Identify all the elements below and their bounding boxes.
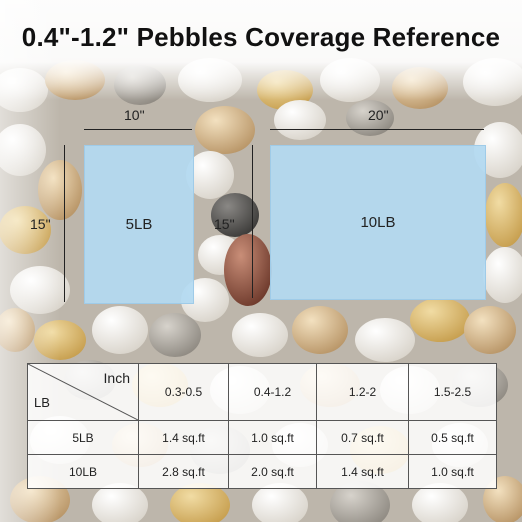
coverage-cell: 0.5 sq.ft: [408, 420, 497, 455]
width-label-5lb: 10": [124, 107, 145, 123]
coverage-cell: 0.7 sq.ft: [316, 420, 409, 455]
size-header: 1.2-2: [316, 363, 409, 421]
table-row: 10LB 2.8 sq.ft 2.0 sq.ft 1.4 sq.ft 1.0 s…: [27, 454, 497, 489]
coverage-cell: 1.0 sq.ft: [408, 454, 497, 489]
weight-cell: 10LB: [27, 454, 139, 489]
height-label-5lb: 15": [30, 216, 51, 232]
size-header: 0.4-1.2: [228, 363, 317, 421]
diagonal-divider: [28, 364, 138, 420]
size-header: 1.5-2.5: [408, 363, 497, 421]
width-arrow-5lb: [84, 129, 192, 130]
width-arrow-10lb: [270, 129, 484, 130]
coverage-cell: 1.4 sq.ft: [138, 420, 229, 455]
coverage-cell: 2.8 sq.ft: [138, 454, 229, 489]
weight-cell: 5LB: [27, 420, 139, 455]
coverage-box-5lb: 5LB: [84, 145, 194, 304]
table-row: 5LB 1.4 sq.ft 1.0 sq.ft 0.7 sq.ft 0.5 sq…: [27, 420, 497, 455]
coverage-cell: 1.4 sq.ft: [316, 454, 409, 489]
height-arrow-10lb: [252, 145, 253, 298]
box-label-10lb: 10LB: [360, 214, 396, 231]
height-arrow-5lb: [64, 145, 65, 302]
coverage-table: Inch LB 0.3-0.5 0.4-1.2 1.2-2 1.5-2.5 5L…: [27, 363, 497, 489]
size-header: 0.3-0.5: [138, 363, 229, 421]
page-title: 0.4"-1.2" Pebbles Coverage Reference: [21, 22, 501, 52]
coverage-cell: 1.0 sq.ft: [228, 420, 317, 455]
corner-label-inch: Inch: [103, 370, 130, 386]
width-label-10lb: 20": [368, 107, 389, 123]
corner-label-lb: LB: [34, 395, 50, 410]
coverage-cell: 2.0 sq.ft: [228, 454, 317, 489]
coverage-box-10lb: 10LB: [270, 145, 486, 300]
height-label-10lb: 15": [214, 216, 235, 232]
corner-cell: Inch LB: [27, 363, 139, 421]
box-label-5lb: 5LB: [125, 216, 153, 233]
table-header-row: Inch LB 0.3-0.5 0.4-1.2 1.2-2 1.5-2.5: [27, 363, 497, 421]
